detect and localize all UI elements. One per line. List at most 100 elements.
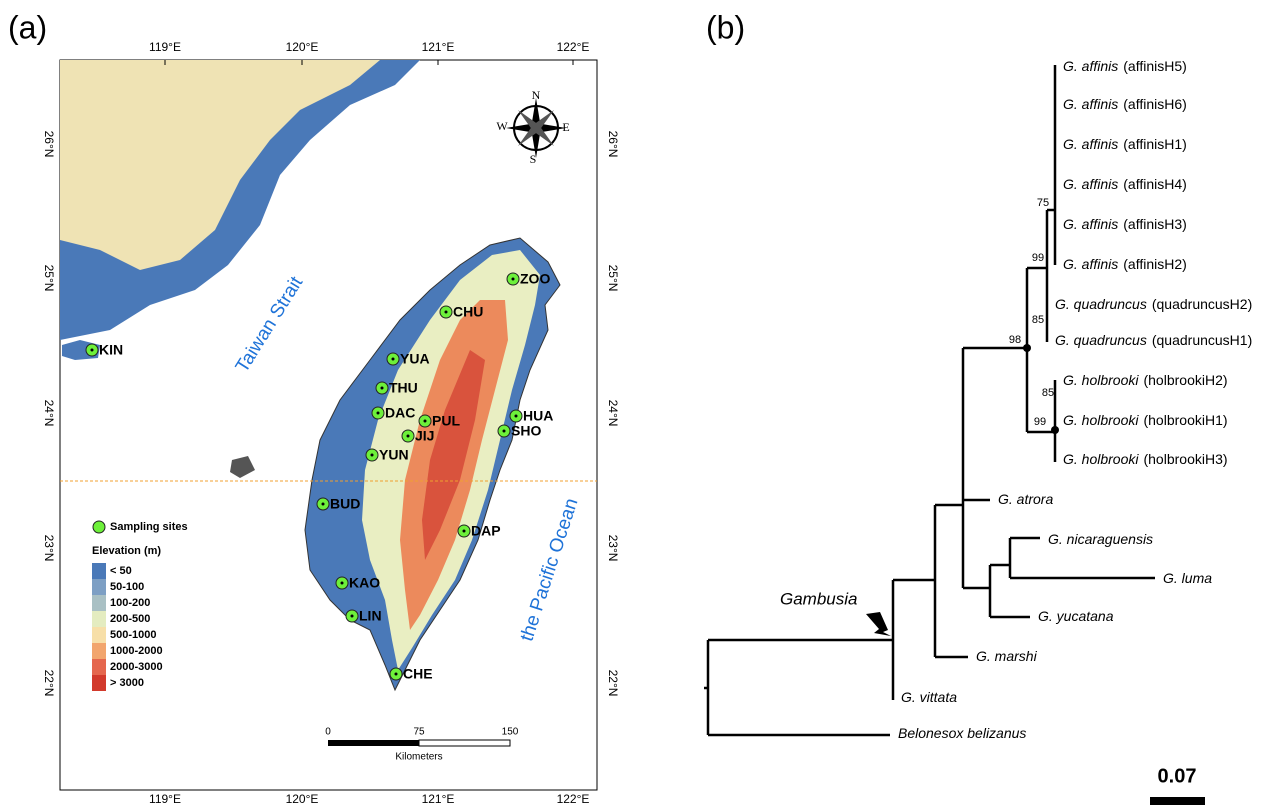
- haplotype: (holbrookiH1): [1143, 412, 1227, 428]
- legend-swatch: [92, 611, 106, 627]
- site-dot: [407, 435, 410, 438]
- latitude-label: 22°N: [606, 670, 620, 697]
- legend-label: 50-100: [110, 581, 144, 593]
- site-label: YUA: [400, 351, 430, 367]
- tip-label: G. quadruncus (quadruncusH1): [1055, 332, 1252, 348]
- site-label: LIN: [359, 608, 382, 624]
- site-label: DAP: [471, 523, 501, 539]
- site-dot: [322, 503, 325, 506]
- legend-title: Sampling sites: [110, 521, 188, 533]
- latitude-label: 23°N: [606, 535, 620, 562]
- species: G. affinis: [1063, 96, 1118, 112]
- haplotype: (affinisH1): [1123, 136, 1187, 152]
- site-label: KAO: [349, 575, 380, 591]
- legend-swatch: [92, 659, 106, 675]
- site-dot: [377, 412, 380, 415]
- legend-label: 2000-3000: [110, 661, 163, 673]
- tip-label: G. affinis(affinisH6): [1063, 96, 1187, 112]
- species: G. quadruncus: [1055, 296, 1147, 312]
- latitude-label: 24°N: [606, 400, 620, 427]
- site-label: HUA: [523, 408, 553, 424]
- scale-label: 0.07: [1158, 765, 1197, 787]
- haplotype: (holbrookiH3): [1143, 451, 1227, 467]
- site-label: KIN: [99, 342, 123, 358]
- node: [1051, 426, 1059, 434]
- longitude-label: 120°E: [286, 792, 319, 805]
- latitude-label: 25°N: [42, 265, 56, 292]
- longitude-label: 122°E: [557, 40, 590, 54]
- latitude-label: 26°N: [606, 131, 620, 158]
- latitude-label: 24°N: [42, 400, 56, 427]
- site-dot: [395, 673, 398, 676]
- species: G. nicaraguensis: [1048, 531, 1153, 547]
- tip-label: G. holbrooki(holbrookiH3): [1063, 451, 1228, 467]
- tip-label: G. holbrooki(holbrookiH1): [1063, 412, 1228, 428]
- site-label: ZOO: [520, 271, 550, 287]
- species: G. atrora: [998, 491, 1053, 507]
- scale-bar: [1150, 797, 1205, 805]
- legend-swatch: [92, 675, 106, 691]
- compass-letter: W: [496, 119, 508, 133]
- support-value: 98: [1009, 334, 1021, 346]
- site-label: BUD: [330, 496, 360, 512]
- haplotype: (quadruncusH1): [1152, 332, 1252, 348]
- legend-label: < 50: [110, 565, 132, 577]
- site-dot: [424, 420, 427, 423]
- scale-tick: 0: [325, 727, 331, 738]
- species: G. affinis: [1063, 58, 1118, 74]
- arrow: [866, 612, 891, 636]
- legend-label: 500-1000: [110, 629, 157, 641]
- tip-label: G. affinis (affinisH4): [1063, 176, 1187, 192]
- species: G. holbrooki: [1063, 451, 1139, 467]
- legend-swatch: [92, 579, 106, 595]
- tip-label: G. atrora: [998, 491, 1053, 507]
- haplotype: (quadruncusH2): [1152, 296, 1252, 312]
- haplotype: (holbrookiH2): [1143, 372, 1227, 388]
- site-label: CHU: [453, 304, 483, 320]
- scale-tick: 75: [413, 727, 425, 738]
- tip-label: G. luma: [1163, 570, 1212, 586]
- legend-swatch: [92, 627, 106, 643]
- legend-swatch: [92, 563, 106, 579]
- species: G. affinis: [1063, 136, 1118, 152]
- longitude-label: 122°E: [557, 792, 590, 805]
- tip-label: G. yucatana: [1038, 608, 1114, 624]
- site-dot: [91, 349, 94, 352]
- legend-swatch: [92, 595, 106, 611]
- site-label: JIJ: [415, 428, 434, 444]
- site-dot: [341, 582, 344, 585]
- site-label: PUL: [432, 413, 460, 429]
- tip-label: G. affinis (affinisH2): [1063, 256, 1187, 272]
- support-value: 85: [1032, 314, 1044, 326]
- legend-label: 1000-2000: [110, 645, 163, 657]
- longitude-label: 119°E: [149, 40, 181, 54]
- species: G. affinis: [1063, 176, 1118, 192]
- latitude-label: 26°N: [42, 131, 56, 158]
- haplotype: (affinisH4): [1123, 176, 1187, 192]
- tip-label: G. marshi: [976, 648, 1038, 664]
- site-dot: [381, 387, 384, 390]
- site-dot: [512, 278, 515, 281]
- panel-label: (a): [8, 9, 47, 45]
- site-dot: [445, 311, 448, 314]
- haplotype: (affinisH2): [1123, 256, 1187, 272]
- support-value: 85: [1042, 387, 1054, 399]
- tip-label: G. affinis (affinisH1): [1063, 136, 1187, 152]
- scale-unit: Kilometers: [395, 752, 442, 763]
- node: [1023, 344, 1031, 352]
- species: G. affinis: [1063, 256, 1118, 272]
- species: G. affinis: [1063, 216, 1118, 232]
- legend-label: > 3000: [110, 677, 144, 689]
- legend-label: 200-500: [110, 613, 150, 625]
- latitude-label: 23°N: [42, 535, 56, 562]
- clade-label: Gambusia: [780, 589, 857, 608]
- longitude-label: 121°E: [422, 40, 455, 54]
- haplotype: (affinisH5): [1123, 58, 1187, 74]
- support-value: 75: [1037, 197, 1049, 209]
- species: G. quadruncus: [1055, 332, 1147, 348]
- legend-title: Elevation (m): [92, 545, 161, 557]
- scale-bar: [328, 740, 510, 746]
- legend-site-marker: [93, 521, 105, 533]
- site-label: DAC: [385, 405, 415, 421]
- species: Belonesox belizanus: [898, 725, 1026, 741]
